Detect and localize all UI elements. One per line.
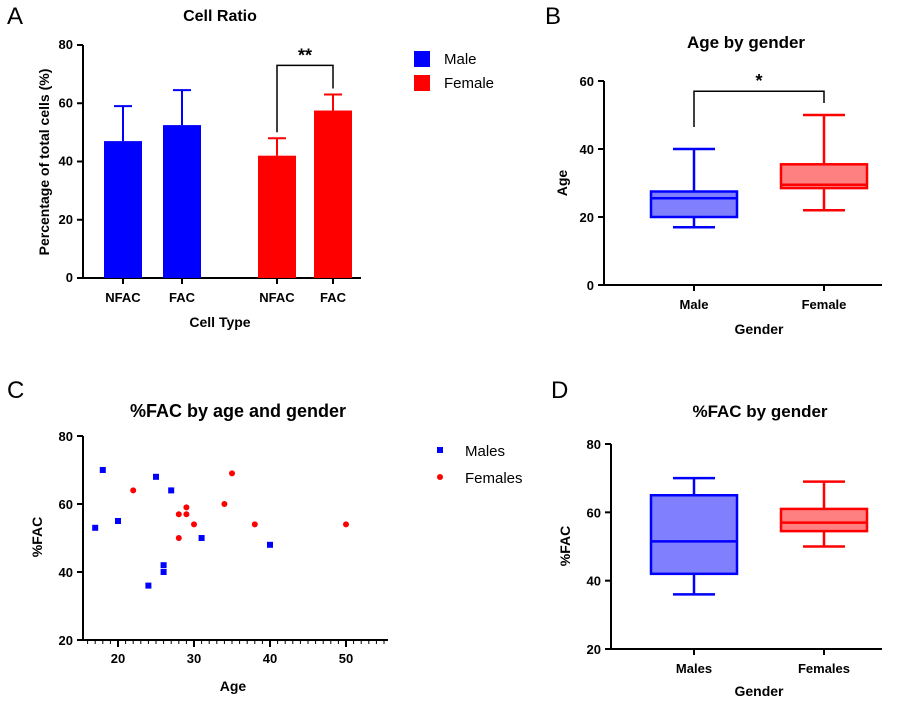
scatter-point-male xyxy=(160,569,167,575)
chart-b-ytick-label: 40 xyxy=(580,142,594,157)
significance-label: * xyxy=(755,71,762,91)
chart-c-xlabel: Age xyxy=(220,678,247,694)
chart-d-xtick-label: Females xyxy=(798,661,850,676)
legend-a-male-swatch xyxy=(414,51,430,67)
chart-c-xtick-label: 20 xyxy=(111,651,125,666)
legend-a-female-swatch xyxy=(414,75,430,91)
panel-letter-c: C xyxy=(7,377,24,404)
scatter-point-female xyxy=(175,511,182,518)
chart-a-ytick-label: 60 xyxy=(59,95,73,110)
scatter-point-female xyxy=(221,501,228,507)
chart-d-ytick-label: 80 xyxy=(587,437,601,452)
scatter-point-male xyxy=(145,582,152,589)
legend-c-males-marker xyxy=(437,447,443,453)
chart-a-xtick-label: NFAC xyxy=(105,290,141,305)
chart-a-xlabel: Cell Type xyxy=(189,314,250,330)
chart-d-title: %FAC by gender xyxy=(692,402,827,421)
panel-letter-b: B xyxy=(545,3,561,30)
chart-b-ytick-label: 20 xyxy=(580,210,594,225)
scatter-point-female xyxy=(343,521,349,528)
scatter-point-female xyxy=(191,521,197,528)
chart-a-ytick-label: 40 xyxy=(59,154,73,169)
scatter-point-male xyxy=(267,541,273,548)
legend-a-female-label: Female xyxy=(444,75,494,92)
box xyxy=(649,494,739,576)
significance-bracket xyxy=(276,64,334,133)
bar xyxy=(258,155,296,278)
scatter-point-male xyxy=(168,487,175,494)
chart-a-ytick-label: 0 xyxy=(66,270,73,285)
chart-a-xtick-label: NFAC xyxy=(259,290,295,305)
chart-c-ytick-label: 20 xyxy=(59,633,73,648)
scatter-point-female xyxy=(229,470,235,477)
chart-b-ylabel: Age xyxy=(554,170,570,197)
bar xyxy=(163,125,201,278)
chart-c-title: %FAC by age and gender xyxy=(130,401,346,421)
chart-b-title: Age by gender xyxy=(687,33,805,52)
chart-a-xtick-label: FAC xyxy=(169,290,196,305)
chart-c-ylabel: %FAC xyxy=(29,517,45,557)
chart-c-ytick-label: 60 xyxy=(59,497,73,512)
legend-c-males-label: Males xyxy=(465,443,505,460)
scatter-point-male xyxy=(198,535,205,541)
chart-c-ytick-label: 40 xyxy=(59,565,73,580)
panel-letter-d: D xyxy=(551,377,568,404)
legend-c-females-label: Females xyxy=(465,470,523,487)
chart-c-xtick-label: 30 xyxy=(187,651,201,666)
scatter-point-female xyxy=(183,511,190,518)
chart-a-ytick-label: 20 xyxy=(59,212,73,227)
panel-letter-a: A xyxy=(7,3,23,30)
chart-b-xtick-label: Female xyxy=(802,297,847,312)
chart-d-ytick-label: 40 xyxy=(587,574,601,589)
scatter-point-male xyxy=(99,467,106,473)
chart-d-xtick-label: Males xyxy=(676,661,712,676)
chart-b-ytick-label: 0 xyxy=(587,278,594,293)
scatter-point-female xyxy=(130,487,137,494)
scatter-point-male xyxy=(153,473,159,480)
bar xyxy=(104,141,142,278)
chart-a-ytick-label: 80 xyxy=(59,37,73,52)
chart-d-ylabel: %FAC xyxy=(557,526,573,566)
chart-b-ytick-label: 60 xyxy=(580,74,594,89)
box xyxy=(649,190,739,219)
scatter-point-male xyxy=(115,518,121,524)
scatter-point-female xyxy=(183,504,190,511)
chart-d-xlabel: Gender xyxy=(734,683,784,699)
chart-c-ytick-label: 80 xyxy=(59,429,73,444)
scatter-point-female xyxy=(251,521,258,528)
significance-bracket xyxy=(693,90,825,127)
chart-b-xlabel: Gender xyxy=(734,321,784,337)
significance-label: ** xyxy=(298,45,312,65)
chart-a-ylabel: Percentage of total cells (%) xyxy=(36,69,52,256)
chart-d-ytick-label: 20 xyxy=(587,642,601,657)
chart-a-title: Cell Ratio xyxy=(183,8,257,25)
chart-c-xtick-label: 50 xyxy=(339,651,353,666)
scatter-point-male xyxy=(160,562,167,569)
legend-c-females-marker xyxy=(437,474,443,480)
legend-a-male-label: Male xyxy=(444,51,477,68)
chart-d-ytick-label: 60 xyxy=(587,505,601,520)
scatter-point-female xyxy=(175,535,182,541)
bar xyxy=(314,110,352,278)
chart-c-xtick-label: 40 xyxy=(263,651,277,666)
box xyxy=(779,507,869,533)
scatter-point-male xyxy=(92,524,99,531)
chart-a-xtick-label: FAC xyxy=(320,290,347,305)
chart-b-xtick-label: Male xyxy=(680,297,709,312)
box xyxy=(779,163,869,190)
